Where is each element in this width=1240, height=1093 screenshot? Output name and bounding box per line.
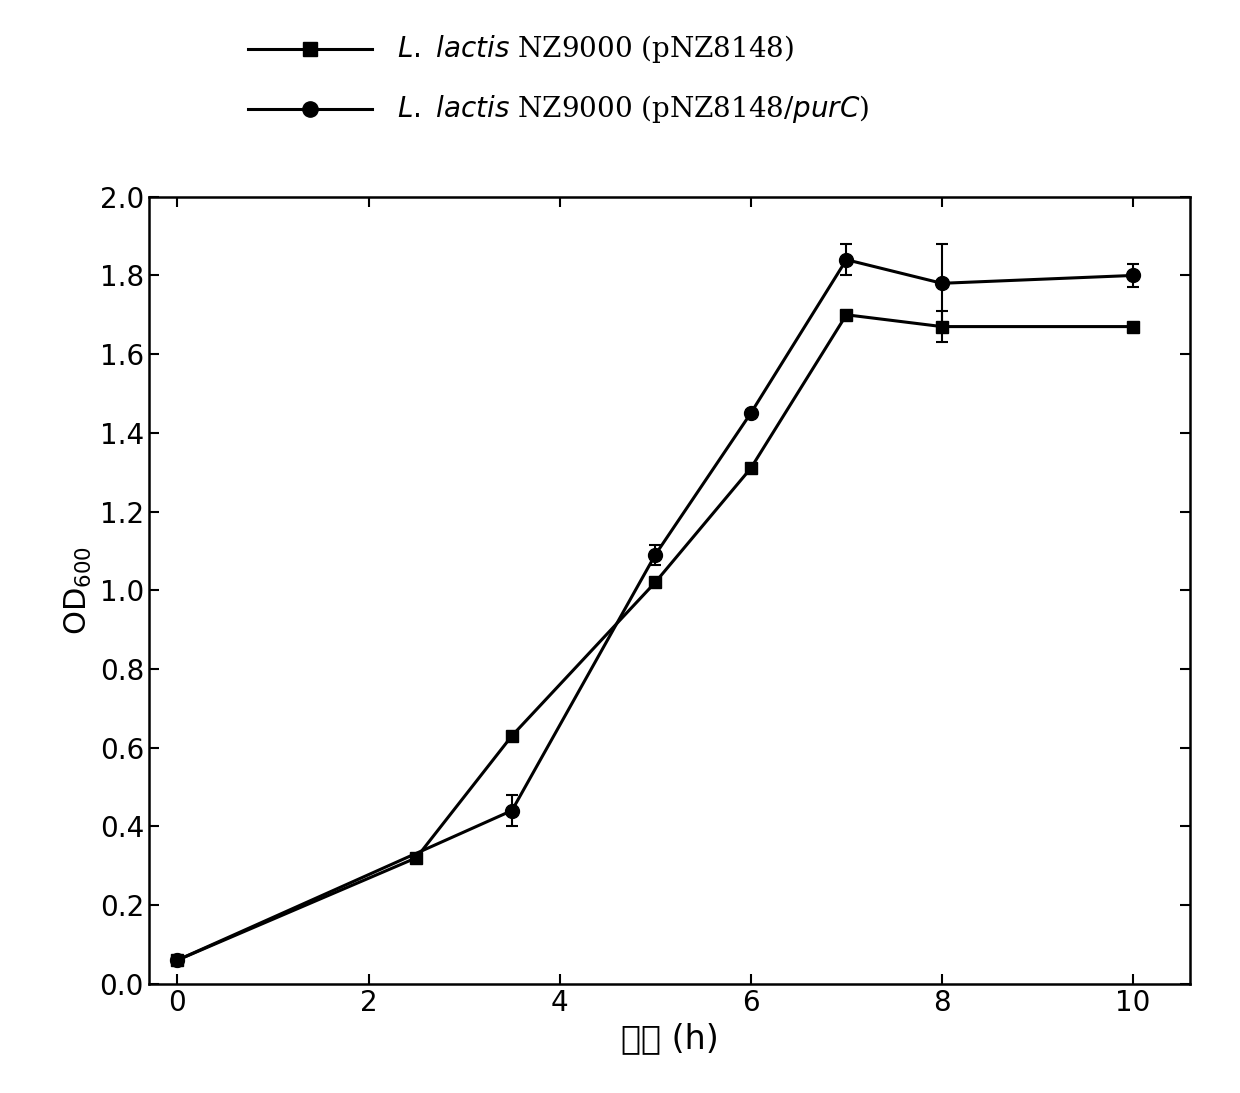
Text: $\mathit{L.\ lactis}$ NZ9000 (pNZ8148): $\mathit{L.\ lactis}$ NZ9000 (pNZ8148) bbox=[397, 33, 794, 66]
Text: $\mathit{L.\ lactis}$ NZ9000 (pNZ8148/$\mathit{purC}$): $\mathit{L.\ lactis}$ NZ9000 (pNZ8148/$\… bbox=[397, 93, 869, 126]
X-axis label: 时间 (h): 时间 (h) bbox=[621, 1022, 718, 1055]
Y-axis label: OD$_{600}$: OD$_{600}$ bbox=[63, 545, 94, 635]
